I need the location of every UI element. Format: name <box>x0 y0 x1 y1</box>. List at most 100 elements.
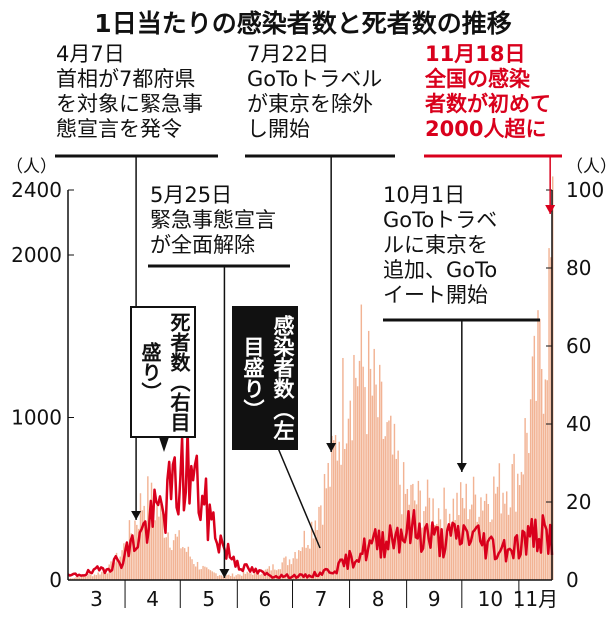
x-tick-label: 6 <box>259 587 272 611</box>
cases-bar <box>412 483 414 580</box>
annotation-arrowhead <box>131 511 142 520</box>
annotation-apr7-line2: を対象に緊急事 <box>56 92 203 116</box>
cases-bar <box>333 440 335 580</box>
annotation-nov18: 11月18日 全国の感染 者数が初めて 2000人超に <box>425 42 551 142</box>
cases-bar <box>91 576 94 580</box>
annotation-apr7-line1: 首相が7都府県 <box>56 67 196 91</box>
x-tick-label: 8 <box>372 587 385 611</box>
cases-bar <box>364 387 366 580</box>
right-tick-label: 100 <box>566 178 604 202</box>
cases-bar <box>401 514 403 580</box>
cases-bar <box>185 551 188 580</box>
cases-bar <box>520 471 523 580</box>
cases-bar <box>75 577 77 580</box>
deaths-line <box>67 429 554 579</box>
cases-label-sub: （左目盛り） <box>241 336 295 441</box>
cases-bar <box>316 529 318 580</box>
cases-bar <box>79 577 81 580</box>
annotation-oct1: 10月1日 GoToトラベ ルに東京を 追加、GoTo イート開始 <box>383 183 497 308</box>
annotation-arrowhead <box>326 443 337 452</box>
cases-bar <box>246 571 248 580</box>
annotation-may25-line1: 緊急事態宣言 <box>150 208 276 232</box>
cases-bar <box>217 576 219 580</box>
cases-bar <box>443 487 445 580</box>
cases-bar <box>136 524 138 580</box>
cases-bar <box>200 569 202 580</box>
cases-bar <box>132 537 134 580</box>
deaths-label-pointer <box>158 434 170 452</box>
cases-bar <box>82 575 85 580</box>
annotation-nov18-line2: 者数が初めて <box>425 92 551 116</box>
cases-bar <box>169 547 171 580</box>
cases-bar <box>108 564 110 580</box>
cases-bar <box>537 310 539 580</box>
cases-bar <box>196 561 199 580</box>
annotation-nov18-line3: 2000人超に <box>425 117 547 141</box>
cases-bar <box>489 522 491 580</box>
cases-bar <box>193 564 195 580</box>
cases-bar <box>299 551 302 580</box>
cases-bar <box>95 575 98 580</box>
cases-bar <box>274 569 276 580</box>
cases-bar <box>226 575 228 580</box>
cases-bar <box>493 476 495 580</box>
cases-bar <box>101 571 103 580</box>
annotation-jul22-line2: が東京を除外 <box>247 92 373 116</box>
cases-bar <box>250 573 252 580</box>
left-tick-label: 0 <box>49 568 62 592</box>
cases-bar <box>141 510 144 580</box>
annotation-arrowhead <box>545 205 556 214</box>
cases-bar <box>513 453 515 580</box>
cases-bar <box>351 440 353 580</box>
cases-bar <box>366 434 368 580</box>
cases-bar <box>533 335 536 580</box>
cases-bar <box>358 360 361 580</box>
annotation-oct1-line1: GoToトラベ <box>383 208 498 232</box>
cases-bar <box>413 500 416 580</box>
annotation-may25-line2: が全面解除 <box>150 233 255 257</box>
cases-bar <box>425 506 427 580</box>
cases-bar <box>430 524 432 580</box>
cases-bar <box>463 508 466 580</box>
cases-bar <box>233 576 236 580</box>
cases-bar <box>158 516 160 580</box>
cases-bar <box>325 488 328 580</box>
cases-bar <box>165 537 167 580</box>
cases-bar <box>312 538 315 580</box>
cases-bar <box>362 366 364 580</box>
cases-bar <box>240 575 243 580</box>
cases-bar <box>292 558 294 580</box>
cases-bar <box>342 357 344 580</box>
cases-bar <box>347 418 350 580</box>
cases-bar <box>321 524 324 580</box>
cases-bar <box>286 565 289 580</box>
cases-bar <box>222 576 225 580</box>
cases-bar <box>349 400 352 580</box>
cases-bar <box>239 574 241 580</box>
cases-bar <box>187 546 190 580</box>
cases-bar <box>395 458 398 580</box>
cases-bar <box>436 523 438 580</box>
cases-bar <box>115 552 118 580</box>
cases-bar <box>402 462 405 580</box>
cases-bar <box>206 567 208 580</box>
cases-bar <box>491 519 493 580</box>
cases-bar <box>242 571 245 580</box>
cases-bar <box>112 568 114 580</box>
cases-bar <box>548 248 550 580</box>
cases-bar <box>377 417 379 580</box>
x-tick-label: 3 <box>90 587 103 611</box>
left-tick-label: 1000 <box>11 406 62 430</box>
annotation-oct1-date: 10月1日 <box>383 183 466 207</box>
cases-bar <box>338 441 340 580</box>
cases-bar <box>207 569 210 580</box>
cases-bar <box>104 572 107 580</box>
cases-bar <box>353 354 355 580</box>
cases-bar <box>215 573 217 580</box>
cases-bar <box>117 562 120 580</box>
x-tick-label: 11月 <box>513 587 558 611</box>
cases-bar <box>528 453 530 580</box>
cases-bar <box>454 520 456 580</box>
annotation-nov18-date: 11月18日 <box>425 42 526 66</box>
